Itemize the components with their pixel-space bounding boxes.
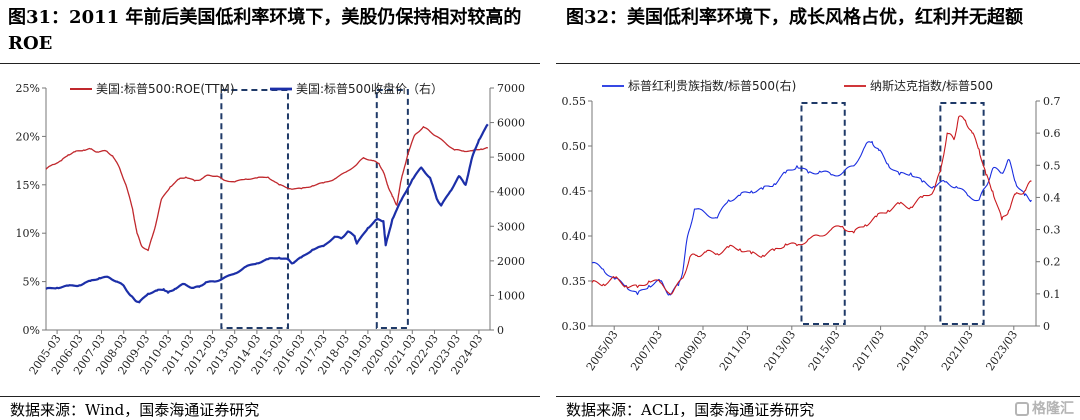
y-left-tick-label: 0% xyxy=(23,324,40,337)
y-right-tick-label: 3000 xyxy=(497,220,525,233)
x-tick-label: 2021/03 xyxy=(939,328,976,373)
series-line-1 xyxy=(45,126,489,252)
y-right-tick-label: 1000 xyxy=(497,289,525,302)
series-line-2 xyxy=(591,115,1032,295)
y-left-tick-label: 0.40 xyxy=(562,230,587,243)
highlight-box xyxy=(939,102,985,325)
y-left-tick-label: 25% xyxy=(16,82,40,95)
y-right-tick-label: 2000 xyxy=(497,255,525,268)
legend-label: 标普红利贵族指数/标普500(右) xyxy=(628,78,796,93)
figure-32-title: 图32：美国低利率环境下，成长风格占优，红利并无超额 xyxy=(566,7,1024,28)
ratio-chart: 0.30 0.35 0.40 0.45 0.50 0.55 0 0.1 0.2 0.3 0.4 0.5… xyxy=(562,78,1061,373)
y-left-tick-label: 0.35 xyxy=(562,275,587,288)
legend-label: 美国:标普500:ROE(TTM) xyxy=(96,82,235,96)
bottom-rule xyxy=(0,396,540,397)
bottom-rule xyxy=(556,396,1080,397)
y-right-tick-label: 0.5 xyxy=(1043,159,1061,172)
legend-label: 纳斯达克指数/标普500 xyxy=(870,78,993,93)
y-left-tick-label: 0.55 xyxy=(562,95,587,108)
logo-icon xyxy=(1015,402,1029,416)
top-rule xyxy=(556,63,1080,64)
figure-32-panel: 图32：美国低利率环境下，成长风格占优，红利并无超额 0.30 0.35 0.40 0… xyxy=(556,0,1080,420)
highlight-box xyxy=(375,89,409,329)
watermark: 格隆汇 xyxy=(1015,398,1074,418)
y-left-tick-label: 0.30 xyxy=(562,320,587,333)
figure-32-source: 数据来源：ACLI，国泰海通证券研究 xyxy=(566,401,815,419)
y-right-tick-label: 0.4 xyxy=(1043,191,1061,204)
y-left-tick-label: 0.50 xyxy=(562,140,587,153)
y-right-tick-label: 0.1 xyxy=(1043,288,1061,301)
legend-label: 美国:标普500收盘价（右） xyxy=(296,81,443,96)
x-tick-label: 2005/03 xyxy=(584,328,621,373)
y-right-tick-label: 0.7 xyxy=(1043,95,1061,108)
y-left-tick-label: 0.45 xyxy=(562,185,587,198)
x-tick-label: 2013/03 xyxy=(761,328,798,373)
y-right-tick-label: 0.6 xyxy=(1043,127,1061,140)
y-right-tick-label: 0.2 xyxy=(1043,256,1061,269)
x-tick-label: 2019/03 xyxy=(895,328,932,373)
x-tick-label: 2011/03 xyxy=(717,328,754,373)
y-left-tick-label: 20% xyxy=(16,130,40,143)
y-right-tick-label: 4000 xyxy=(497,186,525,199)
y-left-tick-label: 15% xyxy=(16,179,40,192)
x-tick-label: 2009/03 xyxy=(673,328,710,373)
figure-31-panel: 图31：2011 年前后美国低利率环境下，美股仍保持相对较高的 ROE 0% 5%… xyxy=(0,7,540,419)
watermark-text: 格隆汇 xyxy=(1032,401,1074,417)
y-left-tick-label: 5% xyxy=(23,276,40,289)
y-right-tick-label: 0 xyxy=(1043,320,1050,333)
roe-chart: 0% 5% 10% 15% 20% 25% 0 1000 2000 3000 4000 5000 600… xyxy=(16,81,525,377)
highlight-box xyxy=(800,102,846,325)
y-right-tick-label: 0.3 xyxy=(1043,224,1061,237)
figure-31-title: 图31：2011 年前后美国低利率环境下，美股仍保持相对较高的 ROE xyxy=(8,7,522,54)
x-tick-label: 2017/03 xyxy=(850,328,887,373)
top-rule xyxy=(0,63,540,64)
x-tick-label: 2007/03 xyxy=(628,328,665,373)
x-tick-label: 2015/03 xyxy=(806,328,843,373)
y-right-tick-label: 0 xyxy=(497,324,504,337)
figure-31-source: 数据来源：Wind，国泰海通证券研究 xyxy=(10,401,260,419)
y-left-tick-label: 10% xyxy=(16,227,40,240)
series-line-2 xyxy=(45,123,489,304)
series-line-1 xyxy=(591,140,1032,296)
y-right-tick-label: 5000 xyxy=(497,151,525,164)
y-right-tick-label: 7000 xyxy=(497,82,525,95)
y-right-tick-label: 6000 xyxy=(497,117,525,130)
x-tick-label: 2023/03 xyxy=(983,328,1020,373)
highlight-box xyxy=(220,89,289,329)
